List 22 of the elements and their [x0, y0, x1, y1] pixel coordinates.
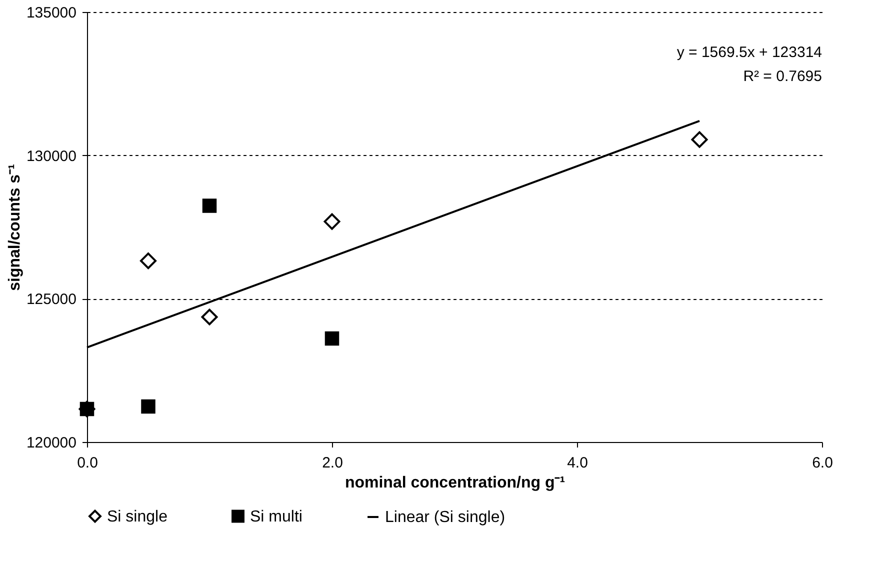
point [202, 198, 217, 213]
y-tick-label: 125000 [26, 291, 76, 308]
annotation: R² = 0.7695 [743, 68, 822, 85]
point [141, 399, 156, 414]
point [324, 331, 340, 346]
x-axis-title: nominal concentration/ng g⁻¹ [344, 474, 566, 492]
point [691, 131, 708, 148]
legend-label: Si single [107, 508, 168, 526]
point [140, 252, 156, 270]
y-tick-label: 130000 [26, 148, 76, 165]
x-tick-label: 6.0 [812, 454, 833, 472]
y-axis-title: signal/counts s⁻¹ [6, 164, 24, 291]
x-tick-label: 0.0 [77, 454, 98, 472]
x-tick-label: 4.0 [567, 454, 588, 472]
point [201, 308, 218, 326]
annotation: y = 1569.5x + 123314 [676, 44, 822, 61]
x-tick-label: 2.0 [322, 454, 343, 472]
y-tick-label: 135000 [26, 4, 76, 22]
point [324, 213, 340, 230]
legend-label: Linear (Si single) [385, 509, 506, 526]
y-tick-label: 120000 [26, 434, 76, 452]
legend-label: Si multi [250, 508, 302, 526]
